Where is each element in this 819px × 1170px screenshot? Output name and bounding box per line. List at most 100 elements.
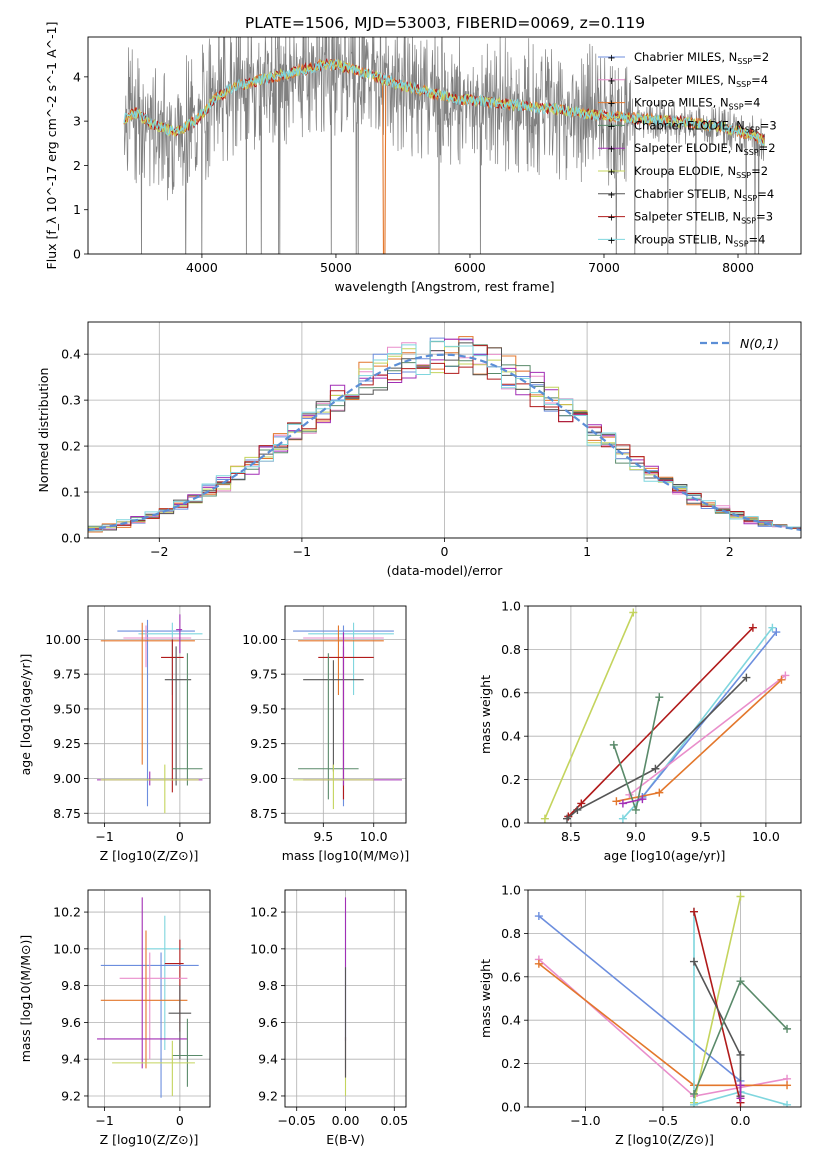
- x-tick-label: 5000: [320, 260, 352, 275]
- histogram-ss: [88, 345, 801, 530]
- legend-eq: =4: [757, 187, 774, 201]
- x-tick-label: 1: [583, 544, 591, 559]
- x-tick-label: 9.5: [313, 829, 333, 844]
- x-tick-label: −2: [150, 544, 168, 559]
- weight-marker-km: [783, 1081, 792, 1090]
- legend-marker: +: [607, 190, 615, 201]
- axes-mass_vs_Z: −1 0 9.2 9.4 9.6 9.8 10.0 10.2 Z [log10(Z/Z⊙)] ma…: [18, 889, 211, 1147]
- x-tick-label: 10.0: [360, 829, 388, 844]
- axes-weight_vs_Z: −1.0 −0.5 0.0 0.0 0.2 0.4 0.6 0.8 1.0 Z [log10(Z/…: [478, 883, 802, 1147]
- y-tick-label: 1.0: [501, 599, 521, 614]
- y-axis-label: age [log10(age/yr)]: [18, 654, 33, 776]
- legend-marker: +: [607, 53, 615, 64]
- y-axis-label: mass weight: [478, 675, 493, 754]
- x-tick-label: −1: [293, 544, 311, 559]
- legend-sub: SSP: [745, 125, 760, 134]
- x-tick-label: 0.0: [731, 1113, 751, 1128]
- weight-line-sm: [628, 674, 786, 796]
- y-tick-label: 10.0: [250, 941, 278, 956]
- weight-line-se: [622, 798, 643, 805]
- weight-marker-ks: [618, 814, 627, 823]
- y-axis-label: mass [log10(M/M⊙)]: [18, 935, 33, 1063]
- x-tick-label: 9.0: [626, 829, 646, 844]
- weight-marker-ce: [783, 1024, 792, 1033]
- axes-age_vs_mass: 9.5 10.0 8.75 9.00 9.25 9.50 9.75 10.00 mass [lo…: [242, 605, 409, 863]
- weight-marker-cs: [563, 814, 571, 823]
- weight-marker-km: [534, 959, 543, 968]
- weight-marker-cs: [651, 764, 660, 773]
- y-tick-label: 0: [73, 247, 81, 262]
- x-tick-label: −1.0: [570, 1113, 600, 1128]
- weight-line-ke: [693, 896, 742, 1103]
- x-tick-label: −0.05: [278, 1113, 316, 1128]
- y-axis-label: Flux [f_λ 10^-17 erg cm^-2 s^-1 A^-1]: [44, 22, 59, 270]
- weight-line-ks: [622, 627, 774, 820]
- legend-label: Salpeter MILES, NSSP=4: [634, 73, 768, 89]
- plot-area: [528, 606, 801, 823]
- y-tick-label: 0.6: [501, 685, 521, 700]
- y-tick-label: 10.0: [53, 941, 81, 956]
- y-tick-label: 9.6: [258, 1015, 278, 1030]
- legend-marker: +: [607, 121, 615, 132]
- x-axis-label: wavelength [Angstrom, rest frame]: [334, 279, 554, 294]
- legend-eq: =2: [759, 141, 776, 155]
- y-axis-label: Normed distribution: [36, 368, 51, 493]
- weight-marker-cm: [772, 628, 781, 637]
- legend-marker: +: [607, 167, 615, 178]
- legend-eq: =4: [749, 232, 766, 246]
- weight-line-cs: [566, 677, 747, 820]
- axes-frame: [87, 605, 211, 824]
- axes-age_vs_Z: −1 0 8.75 9.00 9.25 9.50 9.75 10.00 Z [log10(Z/Z…: [18, 605, 211, 863]
- legend-sub: SSP: [744, 148, 759, 157]
- x-tick-label: 0: [176, 829, 184, 844]
- x-tick-label: 7000: [588, 260, 620, 275]
- x-tick-label: 8000: [722, 260, 754, 275]
- weight-marker-cs: [573, 805, 582, 814]
- legend-marker: +: [607, 235, 615, 246]
- legend-label: Kroupa STELIB, NSSP=4: [634, 232, 765, 248]
- x-tick-label: 0.00: [332, 1113, 360, 1128]
- y-tick-label: 0.6: [501, 969, 521, 984]
- weight-marker-cs: [742, 673, 751, 682]
- y-tick-label: 10.2: [250, 905, 278, 920]
- y-tick-label: 9.4: [61, 1052, 81, 1067]
- legend-label: Kroupa MILES, NSSP=4: [634, 96, 760, 112]
- weight-marker-ke: [736, 892, 745, 901]
- y-tick-label: 0.0: [61, 531, 81, 546]
- x-tick-label: 8.5: [561, 829, 581, 844]
- axes-frame: [527, 889, 802, 1108]
- weight-marker-ss: [689, 907, 698, 916]
- x-tick-label: 0.05: [380, 1113, 408, 1128]
- y-tick-label: 0.2: [61, 439, 81, 454]
- legend-eq: =4: [751, 73, 768, 87]
- legend-marker: +: [607, 76, 615, 87]
- y-tick-label: 9.75: [250, 667, 278, 682]
- weight-marker-se: [638, 795, 647, 804]
- legend-marker: +: [607, 144, 615, 155]
- y-tick-label: 9.2: [61, 1088, 81, 1103]
- weight-marker-se: [736, 1081, 745, 1090]
- weight-marker-sm: [781, 671, 790, 680]
- histogram-cm: [88, 337, 801, 532]
- plot-area: [88, 890, 210, 1107]
- legend-eq: =4: [744, 96, 761, 110]
- legend-sub: SSP: [734, 239, 749, 248]
- legend-eq: =3: [756, 210, 773, 224]
- y-tick-label: 2: [73, 158, 81, 173]
- y-tick-label: 9.00: [250, 771, 278, 786]
- axes-residuals: −2 −1 0 1 2 0.0 0.1 0.2 0.3 0.4 (data-model)/error…: [36, 321, 802, 578]
- axes-mass_vs_ebv: −0.05 0.00 0.05 9.2 9.4 9.6 9.8 10.0 10.2 E(B-V): [250, 889, 408, 1147]
- legend-label: Chabrier STELIB, NSSP=4: [634, 187, 774, 203]
- y-tick-label: 9.2: [258, 1088, 278, 1103]
- y-tick-label: 10.00: [242, 632, 278, 647]
- axes-spectrum: 4000 5000 6000 7000 8000 0 1 2 3 4 wavelength [Ang…: [44, 22, 802, 294]
- plot-area: [88, 322, 801, 538]
- weight-line-ce: [613, 696, 661, 814]
- weight-marker-ce: [609, 740, 618, 749]
- y-tick-label: 3: [73, 114, 81, 129]
- x-tick-label: 0: [176, 1113, 184, 1128]
- y-tick-label: 9.50: [250, 701, 278, 716]
- plot-area: [285, 606, 406, 823]
- x-tick-label: 10.0: [752, 829, 780, 844]
- weight-line-ks: [693, 911, 788, 1106]
